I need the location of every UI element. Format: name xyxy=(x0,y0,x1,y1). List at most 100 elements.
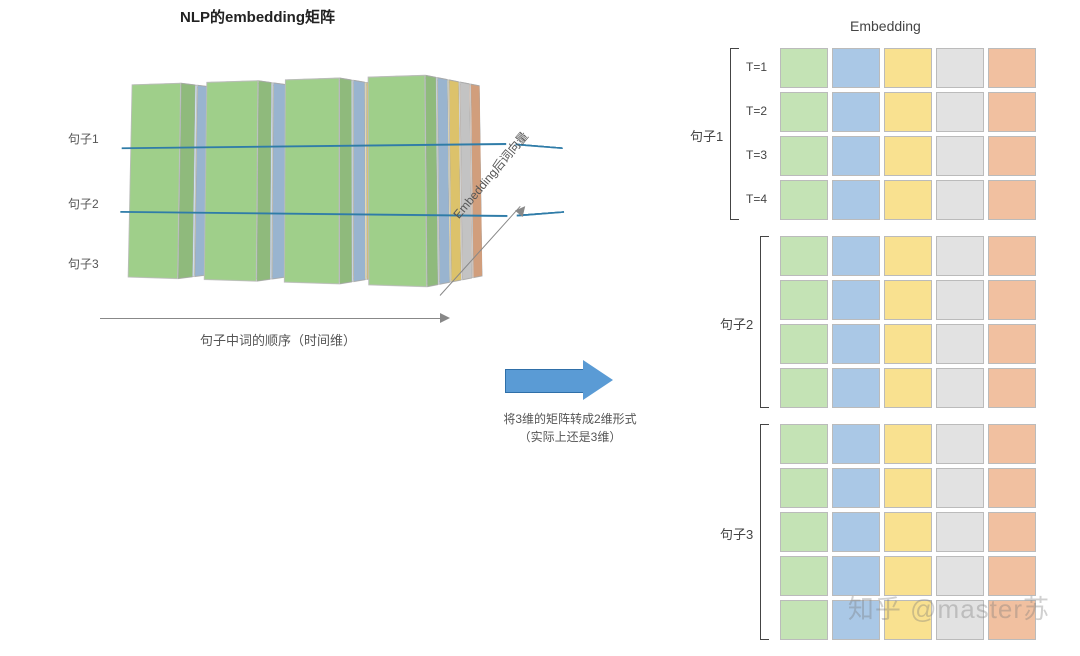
grid-cell xyxy=(832,324,880,364)
row-label-3: 句子3 xyxy=(68,255,99,272)
grid-cell xyxy=(936,468,984,508)
grid-cell xyxy=(832,136,880,176)
grid-cell xyxy=(780,236,828,276)
grid-row xyxy=(778,278,1038,322)
grid-cell xyxy=(884,424,932,464)
row-label-1: 句子1 xyxy=(68,130,99,147)
grid-cell xyxy=(936,136,984,176)
group-bracket xyxy=(760,424,769,640)
grid-row xyxy=(778,510,1038,554)
embedding-bar xyxy=(374,76,433,286)
grid-cell xyxy=(884,368,932,408)
grid-row xyxy=(778,234,1038,278)
grid-cell xyxy=(936,512,984,552)
timestep-label: T=2 xyxy=(746,104,767,118)
grid-cell xyxy=(936,236,984,276)
grid-cell xyxy=(780,92,828,132)
grid-cell xyxy=(988,600,1036,640)
grid-cell xyxy=(936,368,984,408)
grid-cell xyxy=(884,48,932,88)
grid-cell xyxy=(780,600,828,640)
grid-cell xyxy=(780,180,828,220)
embedding-3d-matrix xyxy=(110,40,490,320)
grid-cell xyxy=(936,92,984,132)
grid-cell xyxy=(936,424,984,464)
embedding-bar xyxy=(291,79,346,284)
grid-cell xyxy=(884,136,932,176)
grid-row xyxy=(778,422,1038,466)
grid-cell xyxy=(988,424,1036,464)
time-axis-label: 句子中词的顺序（时间维） xyxy=(200,330,356,349)
grid-cell xyxy=(884,512,932,552)
group-label: 句子1 xyxy=(690,126,723,145)
grid-cell xyxy=(884,468,932,508)
group-bracket xyxy=(760,236,769,408)
grid-cell xyxy=(832,180,880,220)
transform-caption: 将3维的矩阵转成2维形式 （实际上还是3维） xyxy=(490,410,650,446)
grid-cell xyxy=(884,556,932,596)
grid-cell xyxy=(988,512,1036,552)
grid-cell xyxy=(832,236,880,276)
arrow-head-icon xyxy=(440,313,450,323)
transform-arrow xyxy=(505,360,615,400)
grid-cell xyxy=(780,136,828,176)
embedding-bar xyxy=(135,84,188,279)
grid-cell xyxy=(832,512,880,552)
timestep-label: T=1 xyxy=(746,60,767,74)
grid-cell xyxy=(832,556,880,596)
group-label: 句子2 xyxy=(720,314,753,333)
grid-cell xyxy=(988,324,1036,364)
grid-row xyxy=(778,134,1038,178)
grid-cell xyxy=(988,368,1036,408)
grid-cell xyxy=(936,324,984,364)
left-title: NLP的embedding矩阵 xyxy=(180,6,335,27)
grid-cell xyxy=(988,180,1036,220)
grid-cell xyxy=(780,468,828,508)
grid-row xyxy=(778,178,1038,222)
grid-cell xyxy=(936,280,984,320)
group-label: 句子3 xyxy=(720,524,753,543)
grid-cell xyxy=(988,236,1036,276)
grid-cell xyxy=(780,512,828,552)
group-bracket xyxy=(730,48,739,220)
time-axis xyxy=(100,310,460,330)
caption-line: （实际上还是3维） xyxy=(490,428,650,446)
grid-cell xyxy=(832,368,880,408)
grid-cell xyxy=(780,324,828,364)
grid-cell xyxy=(832,48,880,88)
grid-cell xyxy=(936,180,984,220)
diagram-stage: NLP的embedding矩阵 句子1 句子2 句子3 句子中词的顺序（时间维）… xyxy=(0,0,1080,656)
timestep-label: T=4 xyxy=(746,192,767,206)
grid-cell xyxy=(936,556,984,596)
grid-cell xyxy=(832,468,880,508)
grid-cell xyxy=(884,600,932,640)
grid-cell xyxy=(832,280,880,320)
arrow-head-icon xyxy=(583,360,613,400)
row-label-2: 句子2 xyxy=(68,195,99,212)
grid-cell xyxy=(936,48,984,88)
grid-row xyxy=(778,466,1038,510)
grid-row xyxy=(778,46,1038,90)
grid-cell xyxy=(780,424,828,464)
grid-cell xyxy=(884,280,932,320)
grid-cell xyxy=(832,92,880,132)
caption-line: 将3维的矩阵转成2维形式 xyxy=(490,410,650,428)
grid-cell xyxy=(832,424,880,464)
grid-cell xyxy=(884,92,932,132)
grid-cell xyxy=(884,236,932,276)
grid-cell xyxy=(780,48,828,88)
embedding-bar xyxy=(211,81,265,281)
grid-cell xyxy=(884,180,932,220)
timestep-label: T=3 xyxy=(746,148,767,162)
grid-row xyxy=(778,554,1038,598)
grid-cell xyxy=(780,280,828,320)
grid-cell xyxy=(780,556,828,596)
grid-cell xyxy=(832,600,880,640)
grid-cell xyxy=(988,556,1036,596)
grid-row xyxy=(778,90,1038,134)
grid-row xyxy=(778,322,1038,366)
grid-cell xyxy=(936,600,984,640)
grid-cell xyxy=(884,324,932,364)
right-title: Embedding xyxy=(850,18,921,34)
grid-cell xyxy=(988,280,1036,320)
